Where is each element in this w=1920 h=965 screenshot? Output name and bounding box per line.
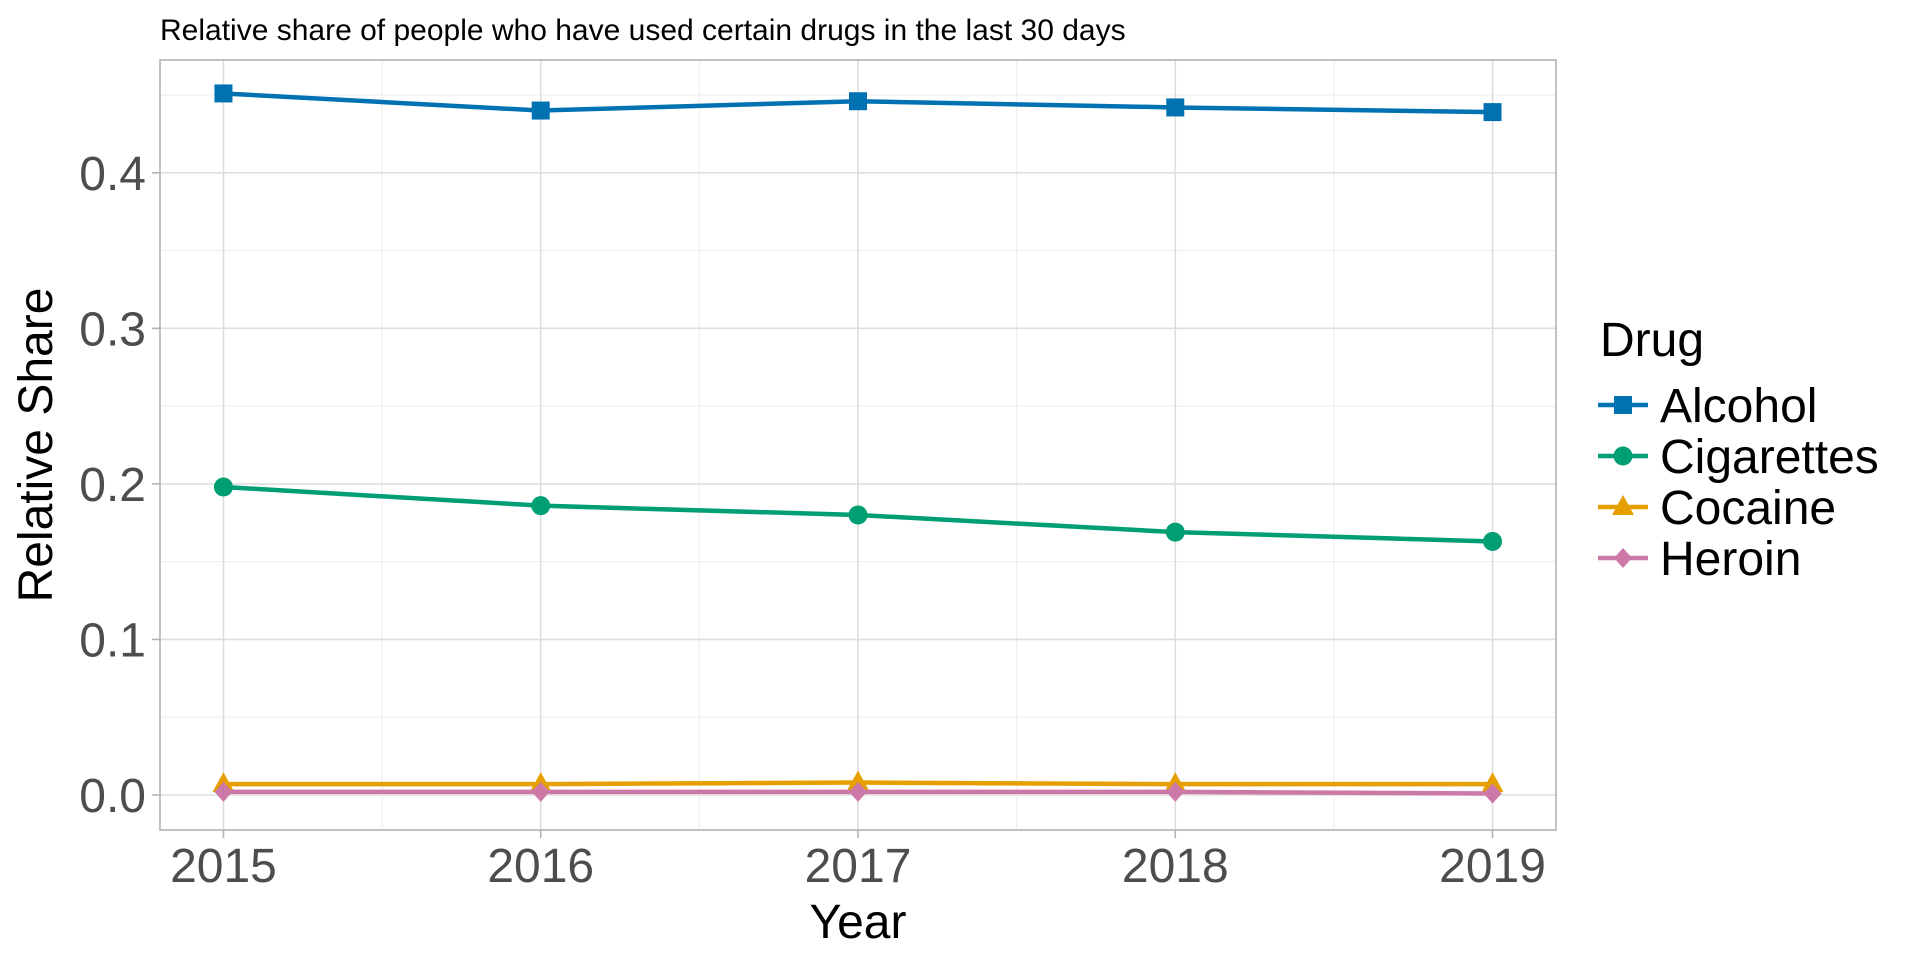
x-tick-label: 2016 [487,840,594,893]
legend-item-cocaine: Cocaine [1598,482,1836,535]
legend-key-marker [1613,446,1633,466]
series-lines [212,84,1504,804]
data-point-alcohol [214,84,233,103]
legend-label: Cocaine [1660,482,1836,535]
legend-label: Cigarettes [1660,431,1879,484]
series-cigarettes [213,477,1503,551]
legend-item-alcohol: Alcohol [1598,380,1817,433]
legend-key-marker [1612,495,1634,515]
data-point-cigarettes [848,505,868,525]
y-axis: 0.0 0.1 0.2 0.3 0.4 [79,148,160,823]
data-point-cigarettes [213,477,233,497]
x-axis-title: Year [810,896,907,949]
y-tick-label: 0.0 [79,770,146,823]
data-point-heroin [531,781,550,802]
y-tick-label: 0.2 [79,459,146,512]
y-tick-label: 0.4 [79,148,146,201]
legend-label: Alcohol [1660,380,1817,433]
y-axis-title: Relative Share [10,288,63,603]
x-tick-label: 2019 [1439,840,1546,893]
legend-label: Heroin [1660,533,1801,586]
data-point-heroin [849,781,867,802]
series-alcohol [214,84,1502,122]
data-point-alcohol [849,92,867,111]
series-heroin [214,781,1502,804]
data-point-cigarettes [531,496,551,516]
legend-item-heroin: Heroin [1598,533,1801,586]
x-tick-label: 2015 [170,840,277,893]
data-point-heroin [1483,783,1502,804]
data-point-cocaine [847,770,869,791]
chart-title: Relative share of people who have used c… [160,14,1126,47]
y-tick-label: 0.1 [79,614,146,667]
data-point-cocaine [1481,772,1504,793]
legend-key-marker [1614,548,1632,568]
data-point-alcohol [1166,98,1185,117]
y-tick-label: 0.3 [79,303,146,356]
legend-key-marker [1614,396,1632,414]
data-point-cigarettes [1483,531,1503,551]
data-point-heroin [214,781,233,802]
data-point-heroin [1166,781,1185,802]
data-point-alcohol [531,101,550,120]
data-point-alcohol [1483,103,1502,122]
x-tick-label: 2018 [1122,840,1229,893]
x-tick-label: 2017 [805,840,912,893]
legend-item-cigarettes: Cigarettes [1598,431,1879,484]
data-point-cigarettes [1165,522,1185,542]
legend-title: Drug [1600,314,1704,367]
x-axis: 2015 2016 2017 2018 2019 [170,830,1546,893]
